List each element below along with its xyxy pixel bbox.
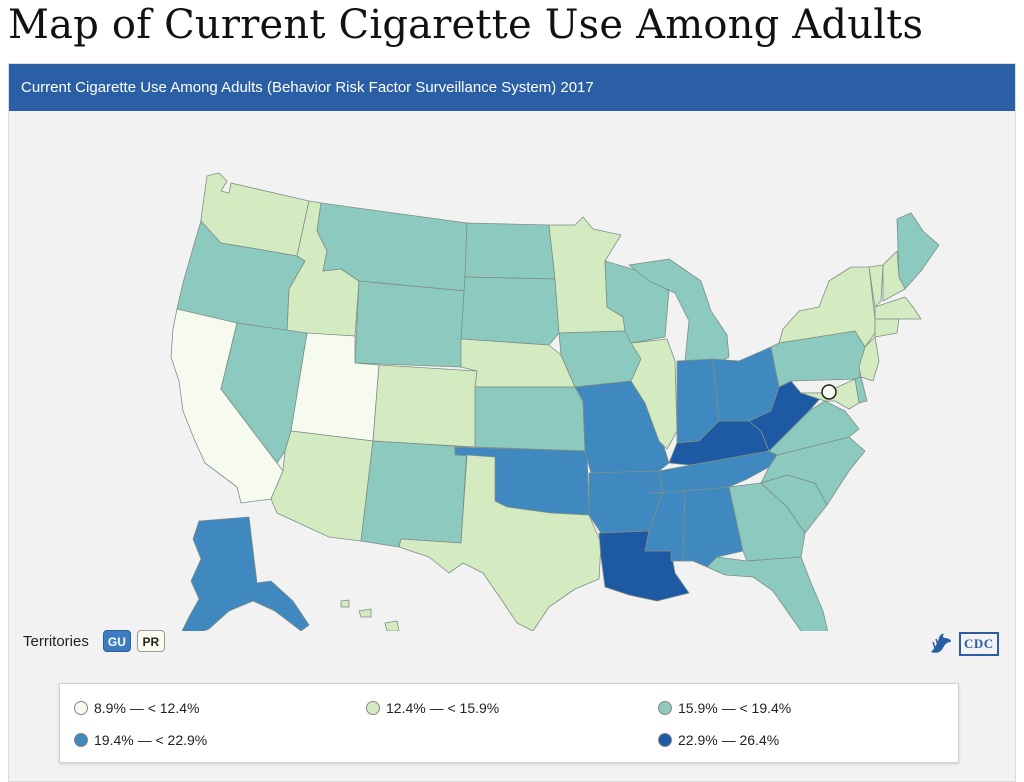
page-title: Map of Current Cigarette Use Among Adult…	[8, 2, 924, 48]
legend-item: 15.9% — < 19.4%	[658, 700, 791, 716]
territory-pr-button[interactable]: PR	[136, 630, 165, 652]
legend-label: 8.9% — < 12.4%	[94, 700, 200, 716]
legend-label: 12.4% — < 15.9%	[386, 700, 500, 716]
state-HI-maui[interactable]	[384, 620, 400, 631]
state-FL[interactable]	[706, 556, 829, 631]
legend-item: 12.4% — < 15.9%	[366, 700, 499, 716]
state-NH[interactable]	[882, 250, 906, 302]
legend-item: 22.9% — 26.4%	[658, 732, 779, 748]
state-NJ[interactable]	[858, 336, 880, 382]
territories-row: Territories GU PR	[23, 630, 165, 652]
legend-swatch	[658, 733, 672, 747]
legend-swatch	[74, 733, 88, 747]
state-AK[interactable]	[177, 516, 310, 631]
legend-swatch	[366, 701, 380, 715]
legend-item: 19.4% — < 22.9%	[74, 732, 207, 748]
cdc-logo[interactable]: CDC	[927, 630, 999, 658]
state-ME[interactable]	[896, 212, 940, 290]
legend-item: 8.9% — < 12.4%	[74, 700, 199, 716]
legend-label: 19.4% — < 22.9%	[94, 732, 208, 748]
state-NE[interactable]	[460, 338, 576, 388]
state-AZ[interactable]	[270, 430, 374, 542]
territories-label: Territories	[23, 632, 89, 650]
legend-label: 15.9% — < 19.4%	[678, 700, 792, 716]
state-CT[interactable]	[874, 318, 900, 338]
state-HI-oahu[interactable]	[358, 608, 372, 618]
state-MA[interactable]	[874, 296, 922, 320]
cdc-text: CDC	[959, 632, 999, 656]
state-SD[interactable]	[460, 276, 560, 346]
hhs-eagle-icon	[931, 633, 951, 653]
us-choropleth-map	[170, 172, 940, 631]
state-TX[interactable]	[398, 454, 602, 631]
state-WY[interactable]	[354, 280, 466, 368]
legend-swatch	[658, 701, 672, 715]
legend: 8.9% — < 12.4% 12.4% — < 15.9% 15.9% — <…	[59, 683, 959, 763]
state-IL[interactable]	[630, 338, 678, 450]
state-DC[interactable]	[821, 384, 837, 400]
state-NY[interactable]	[778, 266, 876, 348]
state-HI-kauai[interactable]	[340, 599, 350, 608]
state-CO[interactable]	[372, 364, 478, 448]
state-KS[interactable]	[474, 386, 586, 452]
legend-swatch	[74, 701, 88, 715]
state-NM[interactable]	[360, 440, 468, 548]
territory-gu-button[interactable]: GU	[102, 630, 131, 652]
map-widget: Current Cigarette Use Among Adults (Beha…	[8, 63, 1016, 782]
legend-label: 22.9% — 26.4%	[678, 732, 780, 748]
state-VT[interactable]	[868, 264, 884, 308]
state-ND[interactable]	[464, 222, 556, 280]
map-header: Current Cigarette Use Among Adults (Beha…	[9, 64, 1015, 111]
state-IA[interactable]	[558, 330, 642, 388]
